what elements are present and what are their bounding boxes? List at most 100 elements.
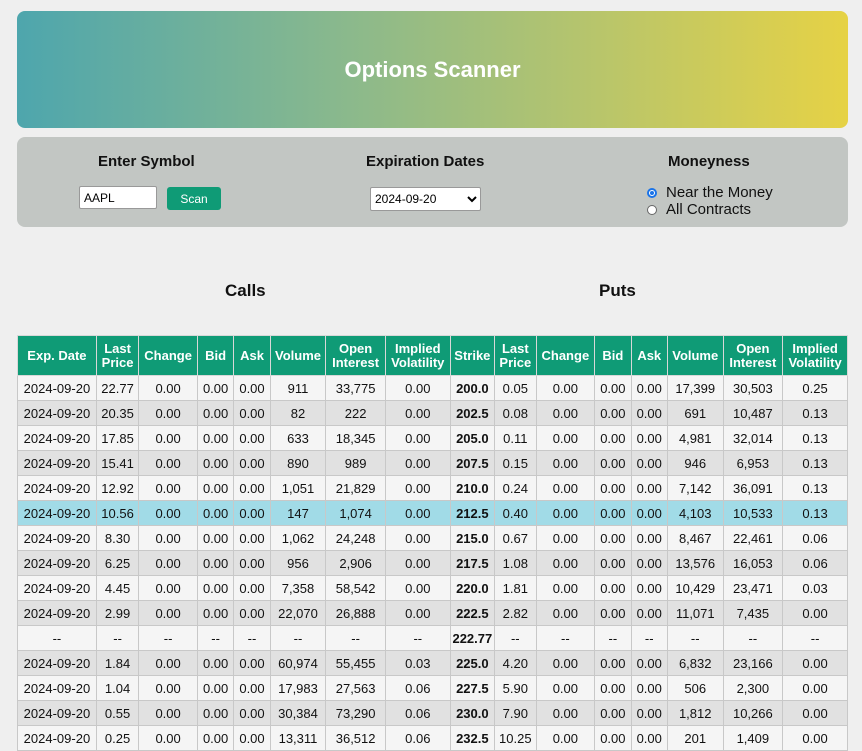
column-header: Bid (196, 335, 235, 376)
table-cell: 0.00 (233, 700, 271, 726)
table-cell: 17,983 (269, 675, 327, 701)
table-cell: 2024-09-20 (17, 600, 97, 626)
strike-cell: 232.5 (449, 725, 496, 751)
table-cell: 0.00 (630, 525, 668, 551)
page-title: Options Scanner (344, 56, 521, 82)
radio-all-contracts[interactable] (647, 204, 657, 215)
table-cell: 0.00 (630, 550, 668, 576)
expiration-select[interactable]: 2024-09-20 (370, 187, 481, 211)
table-cell: 36,512 (325, 725, 386, 751)
table-cell: 0.00 (138, 450, 198, 476)
scan-button[interactable]: Scan (167, 187, 221, 210)
table-cell: 21,829 (325, 475, 386, 501)
table-cell: 2.82 (494, 600, 537, 626)
table-cell: 0.00 (196, 575, 235, 601)
table-cell: 911 (269, 375, 327, 401)
table-cell: 0.00 (196, 650, 235, 676)
table-cell: 8,467 (666, 525, 724, 551)
table-cell: 0.67 (494, 525, 537, 551)
table-cell: 691 (666, 400, 724, 426)
table-cell: -- (782, 625, 848, 651)
table-cell: 1.81 (494, 575, 537, 601)
symbol-input[interactable] (79, 186, 157, 209)
table-cell: 0.00 (233, 500, 271, 526)
table-cell: 0.00 (594, 475, 632, 501)
table-cell: 0.00 (630, 700, 668, 726)
table-cell: 0.06 (782, 525, 848, 551)
table-cell: 12.92 (95, 475, 140, 501)
strike-cell: 207.5 (449, 450, 496, 476)
table-cell: 2024-09-20 (17, 425, 97, 451)
table-cell: -- (535, 625, 596, 651)
table-cell: 4.45 (95, 575, 140, 601)
table-cell: 0.06 (384, 675, 451, 701)
table-cell: 0.00 (196, 525, 235, 551)
table-cell: 0.06 (384, 700, 451, 726)
table-cell: 0.00 (196, 400, 235, 426)
table-cell: 0.00 (630, 575, 668, 601)
table-cell: 2024-09-20 (17, 550, 97, 576)
table-cell: 0.00 (594, 400, 632, 426)
table-cell: 20.35 (95, 400, 140, 426)
strike-cell: 200.0 (449, 375, 496, 401)
table-cell: 0.00 (196, 675, 235, 701)
table-cell: 1.04 (95, 675, 140, 701)
table-cell: 27,563 (325, 675, 386, 701)
table-cell: 0.15 (494, 450, 537, 476)
table-cell: 0.00 (535, 575, 596, 601)
table-cell: 0.00 (594, 500, 632, 526)
table-cell: 1,074 (325, 500, 386, 526)
table-cell: 5.90 (494, 675, 537, 701)
table-cell: 0.00 (384, 475, 451, 501)
table-cell: 0.00 (782, 675, 848, 701)
column-header: Volume (269, 335, 327, 376)
table-cell: 2024-09-20 (17, 475, 97, 501)
table-cell: 0.00 (233, 550, 271, 576)
table-cell: 989 (325, 450, 386, 476)
table-cell: 55,455 (325, 650, 386, 676)
table-cell: 0.00 (384, 525, 451, 551)
table-cell: 222 (325, 400, 386, 426)
table-cell: 0.00 (594, 675, 632, 701)
table-cell: 0.00 (782, 725, 848, 751)
table-cell: 946 (666, 450, 724, 476)
table-cell: 0.00 (535, 400, 596, 426)
table-cell: 0.00 (384, 450, 451, 476)
table-cell: -- (594, 625, 632, 651)
table-cell: 0.03 (384, 650, 451, 676)
column-header: Exp. Date (17, 335, 97, 376)
table-cell: 0.00 (384, 425, 451, 451)
table-cell: 0.00 (384, 500, 451, 526)
table-cell: 0.00 (384, 600, 451, 626)
table-cell: 6,953 (722, 450, 784, 476)
table-row: 2024-09-20 6.25 0.00 0.00 0.00 956 2,906 0.00 21… (17, 550, 848, 576)
table-cell: 7.90 (494, 700, 537, 726)
table-cell: 82 (269, 400, 327, 426)
table-cell: 15.41 (95, 450, 140, 476)
moneyness-option-near[interactable]: Near the Money (647, 184, 773, 201)
table-cell: 0.00 (233, 600, 271, 626)
moneyness-option-all[interactable]: All Contracts (647, 201, 751, 218)
strike-cell: 230.0 (449, 700, 496, 726)
table-cell: 0.00 (594, 450, 632, 476)
table-cell: 18,345 (325, 425, 386, 451)
table-cell: 0.00 (196, 475, 235, 501)
column-header: Change (535, 335, 596, 376)
table-row: 2024-09-20 1.84 0.00 0.00 0.00 60,974 55,455 0.… (17, 650, 848, 676)
table-cell: 0.00 (594, 600, 632, 626)
table-cell: 0.24 (494, 475, 537, 501)
table-cell: 0.00 (594, 525, 632, 551)
radio-label: Near the Money (666, 184, 773, 201)
table-cell: 0.00 (233, 450, 271, 476)
table-cell: 10,429 (666, 575, 724, 601)
table-cell: -- (630, 625, 668, 651)
table-cell: -- (138, 625, 198, 651)
radio-near-the-money[interactable] (647, 187, 657, 198)
table-cell: 0.13 (782, 425, 848, 451)
table-cell: 0.00 (535, 500, 596, 526)
table-cell: 0.00 (233, 375, 271, 401)
strike-cell: 222.77 (449, 625, 496, 651)
table-cell: 0.00 (535, 600, 596, 626)
table-cell: 0.40 (494, 500, 537, 526)
table-row: 2024-09-20 2.99 0.00 0.00 0.00 22,070 26,888 0.… (17, 600, 848, 626)
